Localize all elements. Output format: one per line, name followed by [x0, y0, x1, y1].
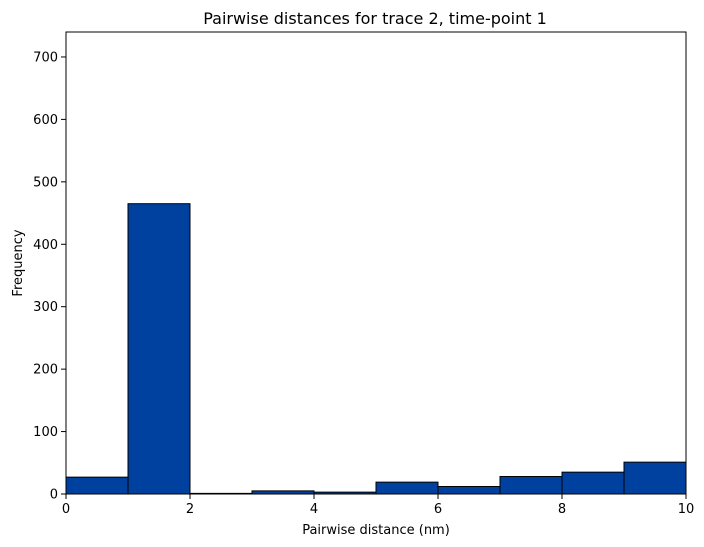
x-tick-label-5: 10 [678, 502, 695, 517]
y-tick-label-1: 100 [33, 425, 58, 440]
y-tick-label-2: 200 [33, 363, 58, 378]
y-tick-label-6: 600 [33, 113, 58, 128]
y-axis-ticks: 0 100 200 300 400 500 600 700 [33, 50, 66, 503]
y-axis-label: Frequency [11, 229, 26, 296]
x-tick-label-2: 4 [310, 502, 318, 517]
histogram-bar-8 [561, 471, 625, 495]
histogram-bar-7 [499, 476, 563, 495]
histogram-bar-5 [375, 481, 439, 495]
x-tick-label-1: 2 [186, 502, 194, 517]
y-tick-label-3: 300 [33, 300, 58, 315]
histogram-bar-9 [623, 461, 687, 495]
y-tick-label-0: 0 [50, 488, 58, 503]
bars-group [65, 203, 687, 495]
x-tick-label-3: 6 [434, 502, 442, 517]
x-axis-ticks: 0 2 4 6 8 10 [62, 494, 694, 517]
histogram-bar-6 [437, 486, 501, 495]
chart-title: Pairwise distances for trace 2, time-poi… [203, 9, 547, 28]
x-tick-label-4: 8 [558, 502, 566, 517]
y-tick-label-4: 400 [33, 238, 58, 253]
plot-frame [65, 31, 687, 495]
x-axis-label: Pairwise distance (nm) [302, 523, 450, 538]
y-tick-label-5: 500 [33, 175, 58, 190]
y-tick-label-7: 700 [33, 50, 58, 65]
x-tick-label-0: 0 [62, 502, 70, 517]
histogram-bar-1 [127, 203, 191, 495]
histogram-bar-0 [65, 476, 129, 495]
